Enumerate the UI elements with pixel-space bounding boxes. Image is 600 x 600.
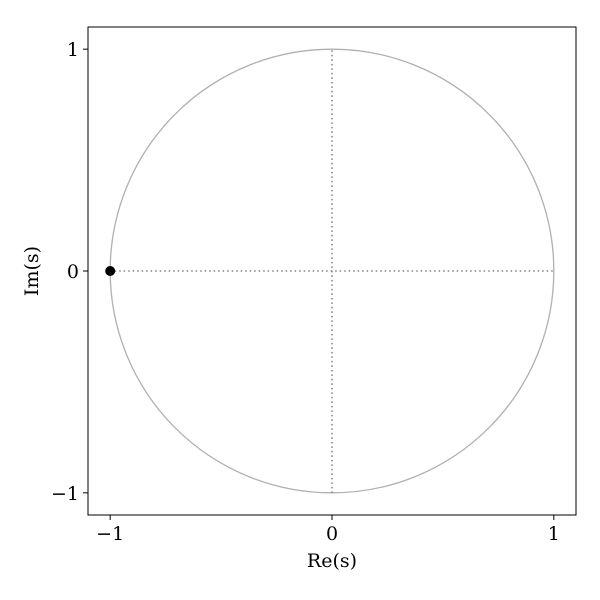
y-tick-label: 1 — [67, 39, 79, 61]
y-tick-label: 0 — [67, 261, 79, 283]
data-layer — [105, 266, 116, 276]
tick-layer: −1 0 1 −1 0 1 — [51, 39, 560, 545]
y-tick-label: −1 — [51, 483, 79, 505]
data-point — [105, 266, 116, 276]
x-tick-label: −1 — [96, 523, 124, 545]
x-tick-label: 0 — [326, 523, 338, 545]
y-axis-label: Im(s) — [21, 246, 43, 296]
x-tick-label: 1 — [548, 523, 560, 545]
x-axis-label: Re(s) — [307, 550, 357, 572]
